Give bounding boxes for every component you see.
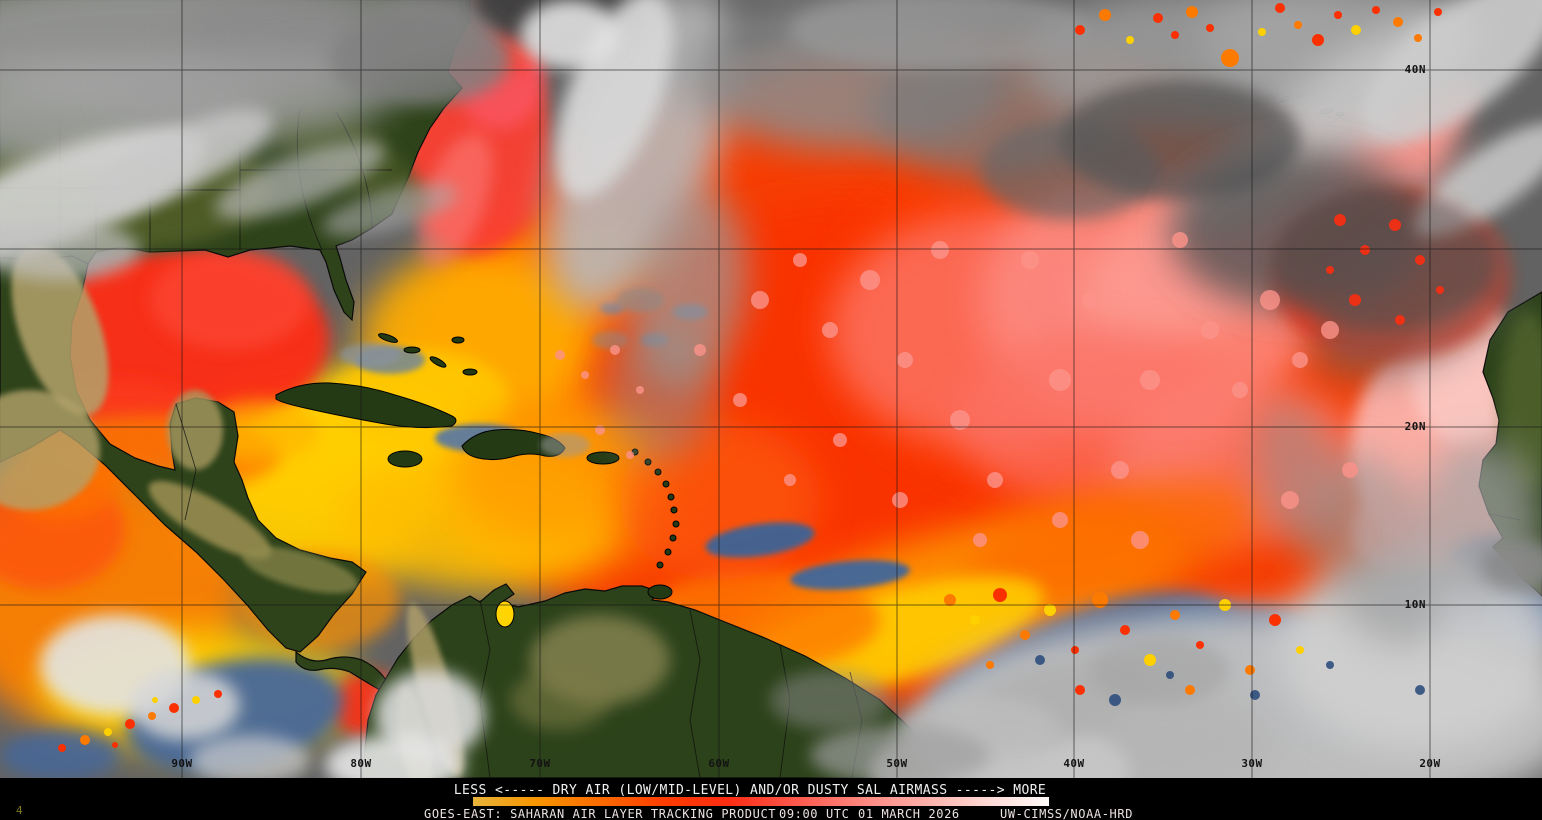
island-trinidad — [647, 584, 673, 600]
lon-label-90w: 90W — [171, 757, 193, 770]
corner-frame-number: 4 — [16, 804, 23, 817]
lon-label-80w: 80W — [350, 757, 372, 770]
lat-label-10n: 10N — [1404, 598, 1426, 611]
island-cuba — [275, 382, 457, 429]
sal-color-scale — [473, 797, 1049, 806]
lon-label-30w: 30W — [1241, 757, 1263, 770]
convective-speckles — [58, 3, 1444, 752]
legend-scale-text: LESS <----- DRY AIR (LOW/MID-LEVEL) AND/… — [453, 783, 1047, 798]
lat-label-40n: 40N — [1404, 63, 1426, 76]
lon-label-40w: 40W — [1063, 757, 1085, 770]
timestamp-utc: 09:00 UTC — [779, 807, 850, 820]
lake-maracaibo — [495, 600, 515, 628]
lon-label-70w: 70W — [529, 757, 551, 770]
lon-label-20w: 20W — [1419, 757, 1441, 770]
date-label: 01 MARCH 2026 — [858, 807, 960, 820]
lon-label-50w: 50W — [886, 757, 908, 770]
lat-label-20n: 20N — [1404, 420, 1426, 433]
grid-lines — [0, 0, 1542, 778]
island-jamaica — [387, 450, 423, 468]
legend-band: LESS <----- DRY AIR (LOW/MID-LEVEL) AND/… — [0, 778, 1542, 820]
islands — [275, 92, 1345, 628]
island-puerto-rico — [586, 451, 620, 465]
satellite-map-view: 40N 20N 10N 90W 80W 70W 60W 50W 40W 30W … — [0, 0, 1542, 778]
credit-label: UW-CIMSS/NOAA-HRD — [1000, 807, 1134, 820]
lon-label-60w: 60W — [708, 757, 730, 770]
satellite-imagery — [0, 0, 1542, 778]
product-title: GOES-EAST: SAHARAN AIR LAYER TRACKING PR… — [424, 807, 777, 820]
